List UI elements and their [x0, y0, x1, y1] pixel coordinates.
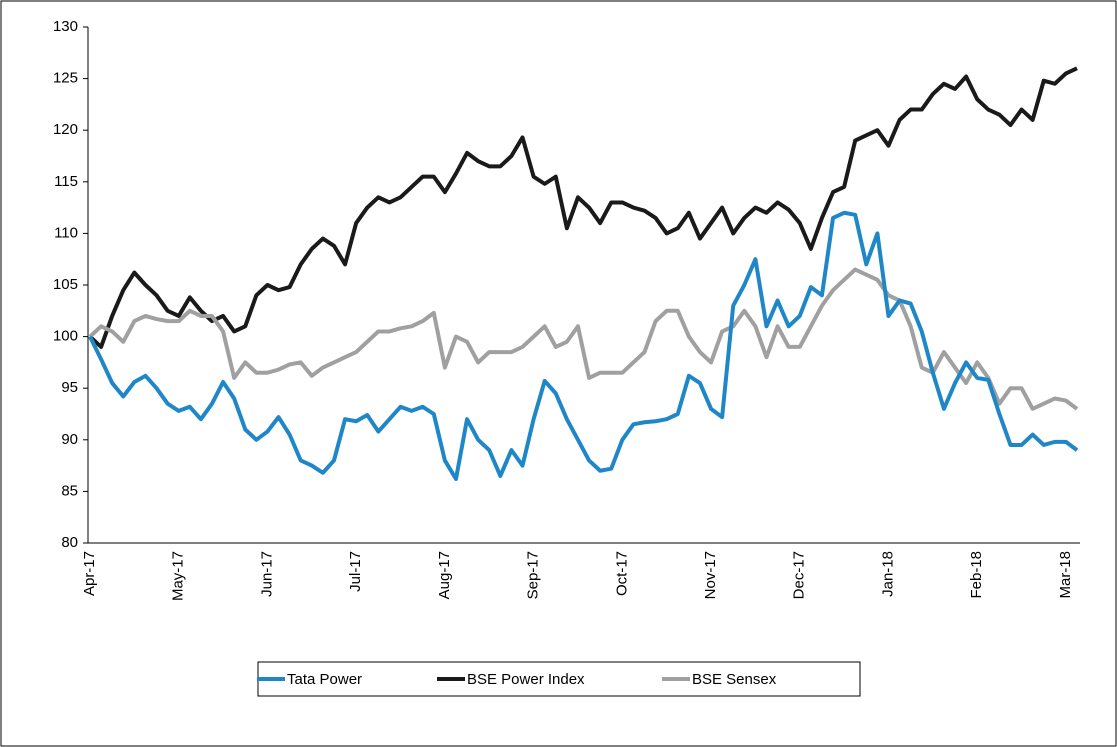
- legend-box: [257, 661, 861, 697]
- y-tick-label: 85: [61, 482, 78, 499]
- x-tick-label: Dec-17: [791, 551, 808, 599]
- y-tick-label: 100: [53, 328, 78, 345]
- y-tick-label: 105: [53, 276, 78, 293]
- y-tick-label: 115: [54, 173, 78, 190]
- series-line: [88, 210, 1079, 482]
- x-tick-label: Jan-18: [879, 551, 896, 597]
- y-tick-label: 120: [53, 121, 78, 138]
- x-tick-label: Mar-18: [1057, 551, 1074, 599]
- legend-label: BSE Sensex: [692, 671, 777, 688]
- x-tick-label: Apr-17: [81, 551, 98, 596]
- x-tick-label: Sep-17: [525, 551, 542, 599]
- series-line: [88, 66, 1078, 349]
- x-tick-label: Feb-18: [968, 551, 985, 599]
- x-tick-label: Nov-17: [702, 551, 719, 599]
- x-tick-label: Jul-17: [347, 551, 364, 592]
- y-tick-label: 130: [53, 18, 78, 35]
- x-tick-label: Aug-17: [436, 551, 453, 599]
- y-tick-label: 110: [54, 224, 78, 241]
- y-tick-label: 80: [61, 534, 78, 551]
- y-tick-label: 95: [61, 379, 78, 396]
- x-tick-label: May-17: [170, 551, 187, 601]
- series-line: [88, 267, 1079, 411]
- x-tick-label: Oct-17: [613, 551, 630, 596]
- legend-label: BSE Power Index: [467, 671, 585, 688]
- y-tick-label: 90: [61, 431, 78, 448]
- legend-label: Tata Power: [287, 671, 362, 688]
- x-tick-label: Jun-17: [258, 551, 275, 597]
- y-tick-label: 125: [53, 70, 78, 87]
